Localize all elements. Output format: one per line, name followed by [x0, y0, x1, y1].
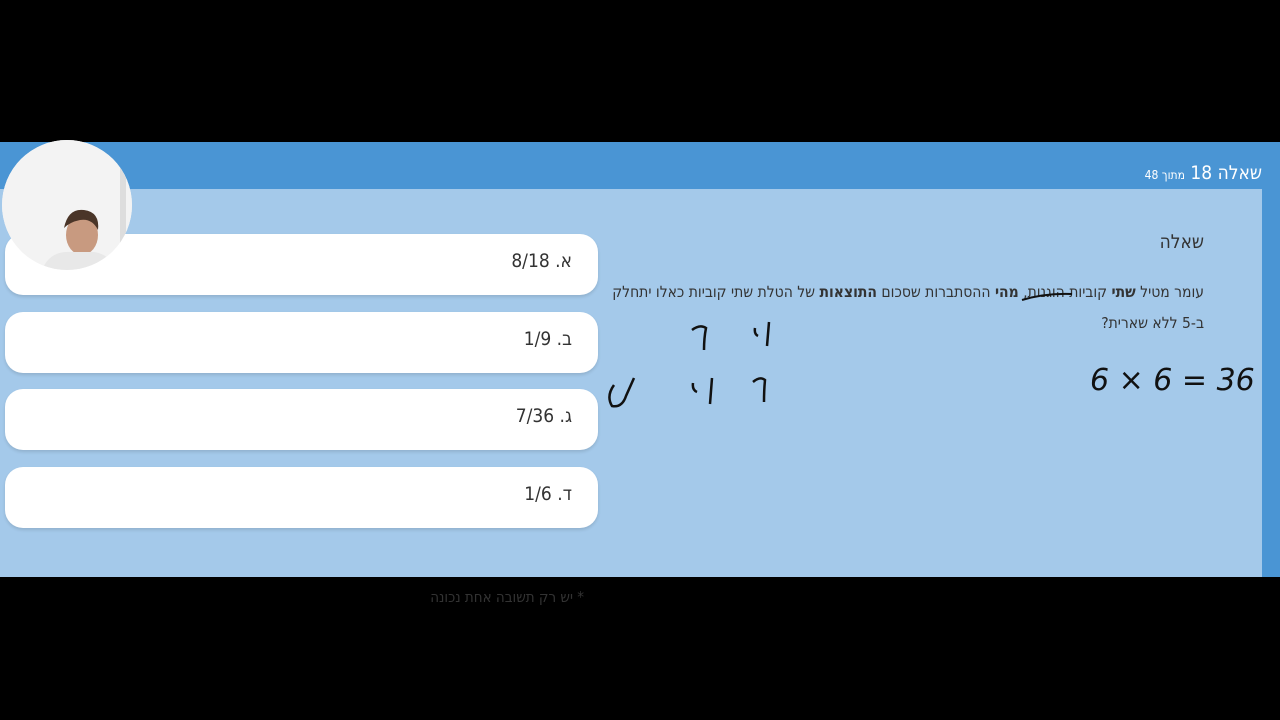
answer-option-d[interactable]: ד. 1/6	[5, 467, 598, 528]
handwritten-mark	[752, 377, 767, 403]
question-text-part: ההסתברות שסכום	[876, 283, 995, 301]
answer-label: א. 8/18	[511, 250, 572, 272]
webcam-overlay	[2, 140, 132, 270]
question-number: שאלה 18	[1190, 162, 1262, 184]
handwritten-mark	[691, 325, 708, 351]
question-text: עומר מטיל שתי קוביות הוגנות, מהי ההסתברו…	[604, 277, 1204, 339]
answer-label: ב. 1/9	[523, 328, 572, 350]
question-text-bold: מהי	[994, 283, 1019, 301]
handwritten-calculation: 6 × 6 = 36	[1090, 363, 1255, 398]
answer-option-c[interactable]: ג. 7/36	[5, 389, 598, 450]
single-answer-note: * יש רק תשובה אחת נכונה	[430, 588, 584, 606]
answer-option-b[interactable]: ב. 1/9	[5, 312, 598, 373]
presenter-video	[2, 140, 132, 270]
question-text-part: קוביות הוגנות,	[1018, 283, 1112, 301]
question-heading: שאלה	[1159, 231, 1204, 253]
underline-stroke	[1021, 292, 1073, 301]
question-text-part: עומר מטיל	[1135, 283, 1204, 301]
question-total: מתוך 48	[1144, 168, 1185, 182]
question-text-part: של הטלת שתי קוביות כאלו יתחלק ב-5 ללא שא…	[612, 283, 1204, 332]
answer-label: ד. 1/6	[524, 483, 572, 505]
handwritten-mark	[753, 321, 771, 347]
panel-edge	[1262, 189, 1280, 577]
answer-label: ג. 7/36	[515, 405, 572, 427]
question-text-bold: התוצאות	[819, 283, 877, 301]
question-text-bold: שתי	[1111, 283, 1136, 301]
question-counter: שאלה 18 מתוך 48	[1145, 162, 1262, 184]
handwritten-mark	[691, 377, 714, 405]
handwritten-mark	[608, 377, 636, 408]
